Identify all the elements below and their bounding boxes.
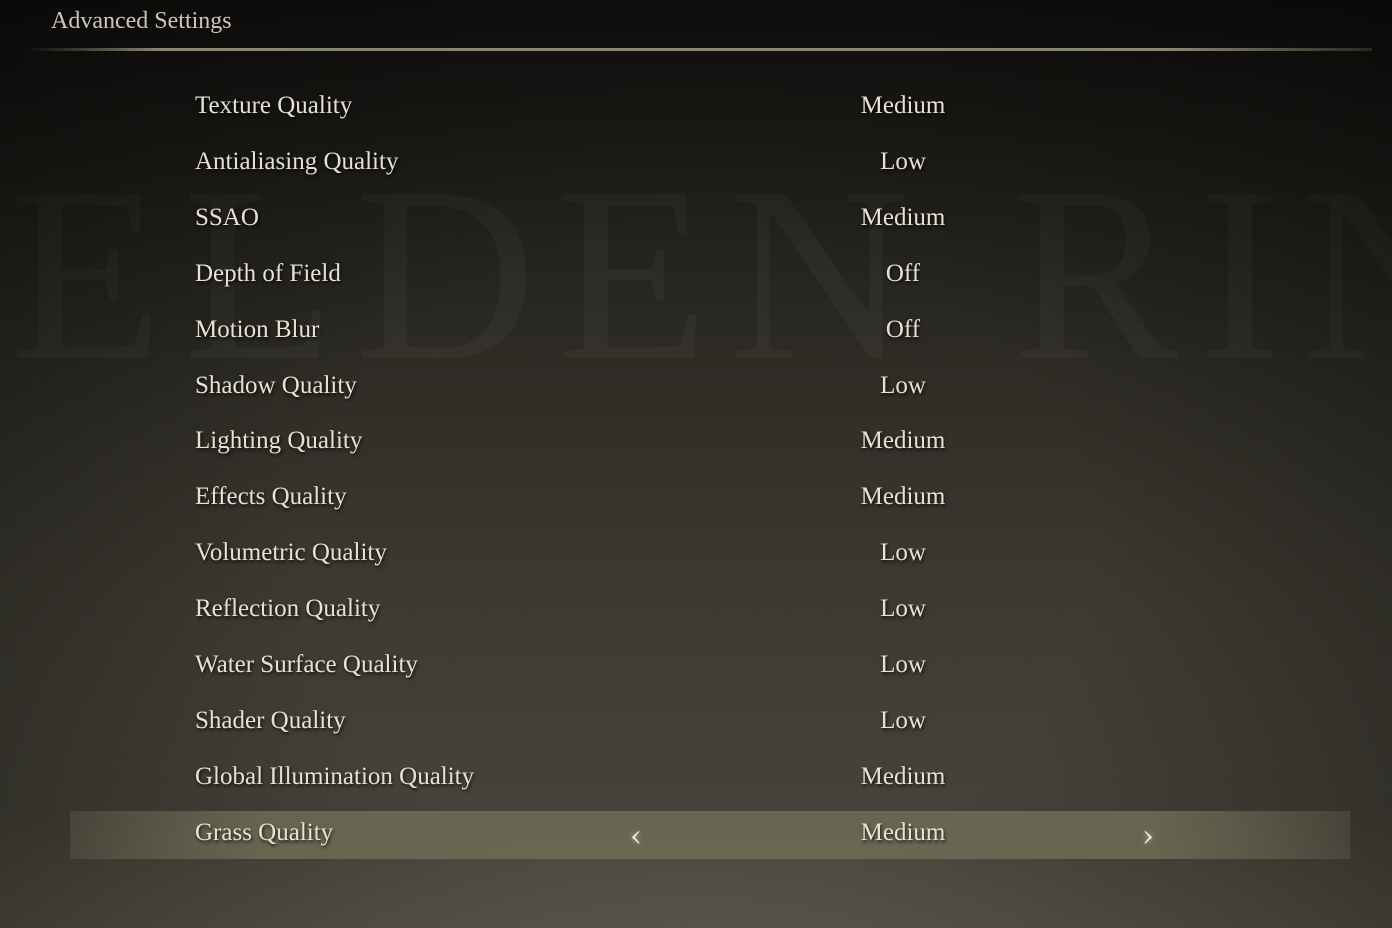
setting-row[interactable]: Antialiasing Quality Low (70, 140, 1350, 188)
setting-row[interactable]: SSAO Medium (70, 196, 1350, 244)
setting-row[interactable]: Lighting Quality Medium (70, 419, 1350, 467)
setting-value[interactable]: Medium (860, 427, 946, 455)
setting-row[interactable]: Global Illumination Quality Medium (70, 755, 1350, 803)
setting-label: Grass Quality (195, 818, 334, 846)
setting-value[interactable]: Low (880, 706, 926, 734)
setting-row[interactable]: Shadow Quality Low (70, 364, 1350, 412)
setting-label: Volumetric Quality (195, 539, 387, 567)
chevron-left-icon[interactable]: ‹ (630, 818, 642, 854)
setting-value[interactable]: Off (885, 315, 921, 343)
setting-label: Effects Quality (195, 483, 347, 511)
setting-value[interactable]: Medium (860, 203, 946, 231)
setting-row[interactable]: Grass Quality ‹ Medium › (70, 810, 1350, 859)
setting-value[interactable]: Medium (860, 818, 946, 846)
setting-row[interactable]: Water Surface Quality Low (70, 643, 1350, 691)
setting-value[interactable]: Low (880, 651, 926, 678)
header-divider (28, 48, 1372, 51)
setting-label: Lighting Quality (195, 427, 363, 455)
setting-label: Shadow Quality (195, 371, 357, 399)
setting-row[interactable]: Shader Quality Low (70, 699, 1350, 747)
setting-value[interactable]: Low (880, 371, 926, 399)
setting-label: Global Illumination Quality (195, 762, 475, 790)
setting-row[interactable]: Volumetric Quality Low (70, 531, 1350, 579)
setting-row[interactable]: Effects Quality Medium (70, 475, 1350, 523)
setting-label: SSAO (195, 203, 259, 231)
setting-row[interactable]: Texture Quality Medium (70, 84, 1350, 132)
setting-label: Shader Quality (195, 706, 346, 734)
setting-row[interactable]: Depth of Field Off (70, 252, 1350, 300)
setting-value[interactable]: Medium (860, 762, 946, 790)
setting-value[interactable]: Low (880, 539, 926, 567)
setting-label: Water Surface Quality (195, 651, 418, 678)
setting-value[interactable]: Low (880, 595, 926, 623)
setting-label: Motion Blur (195, 315, 320, 343)
setting-label: Antialiasing Quality (195, 147, 399, 175)
setting-value[interactable]: Medium (860, 92, 946, 119)
setting-value[interactable]: Medium (860, 483, 946, 511)
setting-row[interactable]: Motion Blur Off (70, 308, 1350, 356)
setting-value[interactable]: Low (880, 147, 926, 175)
setting-value[interactable]: Off (885, 259, 921, 287)
chevron-right-icon[interactable]: › (1142, 818, 1154, 854)
setting-label: Texture Quality (195, 92, 353, 119)
page-title: Advanced Settings (51, 8, 232, 34)
setting-label: Reflection Quality (195, 595, 381, 623)
setting-row[interactable]: Reflection Quality Low (70, 587, 1350, 635)
setting-label: Depth of Field (195, 259, 341, 287)
